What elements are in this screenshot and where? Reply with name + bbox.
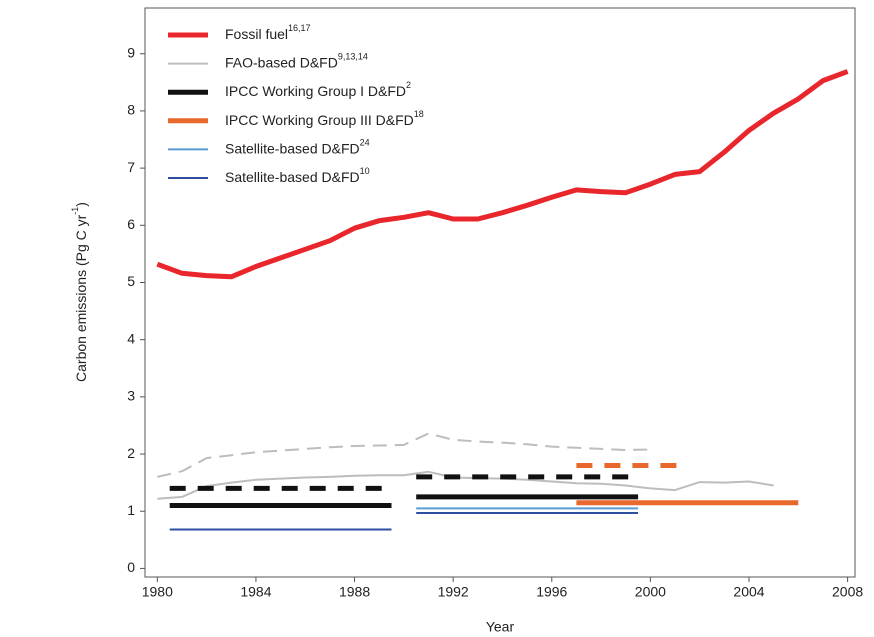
y-axis-label-end: ) xyxy=(73,202,89,207)
x-tick-label: 2000 xyxy=(635,584,666,600)
legend-ref: 16,17 xyxy=(288,23,311,33)
x-tick-label: 1988 xyxy=(339,584,370,600)
series-line xyxy=(157,470,774,500)
y-tick-label: 7 xyxy=(127,159,135,175)
legend-entry: Fossil fuel16,17 xyxy=(225,23,311,41)
y-tick-label: 0 xyxy=(127,559,135,575)
legend-name: IPCC Working Group I D&FD xyxy=(225,83,406,99)
legend-ref: 18 xyxy=(414,109,424,119)
plot-frame xyxy=(144,7,856,578)
y-tick-label: 3 xyxy=(127,388,135,404)
legend-name: IPCC Working Group III D&FD xyxy=(225,112,414,128)
legend-ref: 9,13,14 xyxy=(338,52,368,62)
legend-name: FAO-based D&FD xyxy=(225,54,338,70)
legend-entry: IPCC Working Group I D&FD2 xyxy=(225,81,411,99)
x-tick-label: 1980 xyxy=(142,584,173,600)
series-line xyxy=(156,69,849,280)
x-axis-label: Year xyxy=(486,619,515,635)
legend-ref: 10 xyxy=(360,166,370,176)
y-tick-label: 4 xyxy=(127,330,135,346)
legend-name: Fossil fuel xyxy=(225,26,288,42)
x-tick-label: 1984 xyxy=(240,584,271,600)
legend-entry: IPCC Working Group III D&FD18 xyxy=(225,109,424,127)
y-tick-label: 1 xyxy=(127,502,135,518)
legend-name: Satellite-based D&FD xyxy=(225,169,360,185)
y-tick-label: 6 xyxy=(127,216,135,232)
legend-ref: 2 xyxy=(406,81,411,91)
y-tick-label: 9 xyxy=(127,44,135,60)
y-tick-label: 5 xyxy=(127,273,135,289)
x-tick-label: 1992 xyxy=(438,584,469,600)
x-tick-label: 1996 xyxy=(536,584,567,600)
y-axis-label-text: Carbon emissions (Pg C yr xyxy=(73,214,89,382)
x-tick-label: 2008 xyxy=(832,584,863,600)
y-axis-label-sup: -1 xyxy=(70,207,80,215)
y-tick-label: 2 xyxy=(127,445,135,461)
x-tick-label: 2004 xyxy=(733,584,764,600)
legend-ref: 24 xyxy=(360,138,370,148)
series-line xyxy=(157,432,651,478)
legend-entry: FAO-based D&FD9,13,14 xyxy=(225,52,368,70)
legend-entry: Satellite-based D&FD24 xyxy=(225,138,370,156)
legend-entry: Satellite-based D&FD10 xyxy=(225,166,370,184)
y-axis-label: Carbon emissions (Pg C yr-1) xyxy=(70,202,88,382)
legend-name: Satellite-based D&FD xyxy=(225,140,360,156)
y-tick-label: 8 xyxy=(127,102,135,118)
